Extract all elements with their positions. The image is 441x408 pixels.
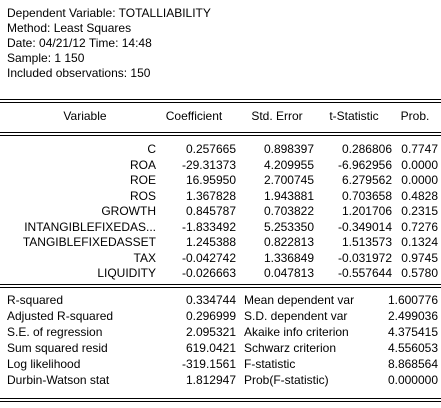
cell-std-error: 2.700745 <box>263 173 314 187</box>
cell-prob: 0.5780 <box>401 266 438 280</box>
coef-bottom-rule <box>0 284 441 288</box>
stat-label-right: S.D. dependent var <box>244 309 348 323</box>
cell-std-error: 0.898397 <box>263 142 314 156</box>
cell-prob: 0.7276 <box>401 219 438 234</box>
stat-value: 1.812947 <box>185 373 236 387</box>
stat-value: 0.296999 <box>185 309 236 323</box>
cell-prob: 0.4828 <box>401 188 438 203</box>
cell-coefficient: -0.042742 <box>181 250 236 265</box>
cell-variable: GROWTH <box>101 204 156 218</box>
stat-value: 619.0421 <box>185 341 236 355</box>
cell-t-statistic: 6.279562 <box>341 173 392 187</box>
stat-label: Sum squared resid <box>7 341 108 355</box>
cell-prob: 0.1324 <box>401 235 438 249</box>
cell-std-error: 0.703822 <box>263 204 314 218</box>
stat-value-right: 2.499036 <box>387 309 438 323</box>
cell-t-statistic: -0.031972 <box>337 250 392 265</box>
cell-variable: LIQUIDITY <box>97 266 156 280</box>
cell-prob: 0.7747 <box>401 142 438 156</box>
cell-t-statistic: -0.557644 <box>337 266 392 280</box>
stat-value: -319.1561 <box>181 357 236 371</box>
cell-coefficient: -29.31373 <box>181 157 236 172</box>
cell-prob: 0.0000 <box>401 173 438 187</box>
cell-std-error: 5.253350 <box>263 219 314 234</box>
stat-label-right: Prob(F-statistic) <box>244 373 329 387</box>
col-header-std-error: Std. Error <box>251 109 303 123</box>
cell-variable: TANGIBLEFIXEDASSET <box>22 235 156 249</box>
stat-label-right: Mean dependent var <box>244 293 355 307</box>
stat-value-right: 4.556053 <box>387 341 438 355</box>
cell-t-statistic: -6.962956 <box>337 157 392 172</box>
cell-variable: INTANGIBLEFIXEDAS... <box>24 219 156 234</box>
cell-std-error: 0.047813 <box>263 266 314 280</box>
equation-header: Dependent Variable: TOTALLIABILITY Metho… <box>7 6 211 81</box>
cell-prob: 0.0000 <box>401 157 438 172</box>
stat-value-right: 4.375415 <box>387 325 438 339</box>
cell-variable: C <box>147 142 156 156</box>
stat-value-right: 1.600776 <box>387 293 438 307</box>
stat-label-right: Akaike info criterion <box>244 325 349 339</box>
stat-label: Durbin-Watson stat <box>7 373 110 387</box>
date-time-line: Date: 04/21/12 Time: 14:48 <box>7 36 152 50</box>
cell-t-statistic: -0.349014 <box>337 219 392 234</box>
cell-coefficient: 1.245388 <box>185 235 236 249</box>
col-header-variable: Variable <box>63 109 107 123</box>
cell-coefficient: 1.367828 <box>185 188 236 203</box>
cell-prob: 0.9745 <box>401 250 438 265</box>
cell-variable: ROS <box>129 188 156 203</box>
stat-label: Adjusted R-squared <box>7 309 114 323</box>
cell-std-error: 0.822813 <box>263 235 314 249</box>
cell-variable: ROA <box>129 157 156 172</box>
col-header-coefficient: Coefficient <box>165 109 223 123</box>
cell-variable: ROE <box>129 173 156 187</box>
stats-bottom-rule <box>0 398 441 402</box>
cell-coefficient: 0.845787 <box>185 204 236 218</box>
sample-line: Sample: 1 150 <box>7 51 85 65</box>
stat-label: R-squared <box>7 293 64 307</box>
cell-coefficient: 16.95950 <box>185 173 236 187</box>
stat-label-right: F-statistic <box>244 357 296 371</box>
cell-prob: 0.2315 <box>401 204 438 218</box>
stat-value-right: 0.000000 <box>387 373 438 387</box>
stat-label: S.E. of regression <box>7 325 103 339</box>
stat-value-right: 8.868564 <box>387 357 438 371</box>
cell-coefficient: -0.026663 <box>181 266 236 280</box>
dependent-variable-line: Dependent Variable: TOTALLIABILITY <box>7 6 211 20</box>
cell-t-statistic: 0.286806 <box>341 142 392 156</box>
cell-t-statistic: 1.513573 <box>341 235 392 249</box>
stat-value: 0.334744 <box>185 293 236 307</box>
header-bottom-rule <box>0 132 441 136</box>
cell-t-statistic: 0.703658 <box>341 188 392 203</box>
cell-coefficient: 0.257665 <box>185 142 236 156</box>
stat-label: Log likelihood <box>7 357 81 371</box>
stat-value: 2.095321 <box>185 325 236 339</box>
method-line: Method: Least Squares <box>7 21 132 35</box>
header-top-rule <box>0 99 441 103</box>
cell-t-statistic: 1.201706 <box>341 204 392 218</box>
cell-std-error: 1.336849 <box>263 250 314 265</box>
col-header-prob: Prob. <box>400 109 430 123</box>
observations-line: Included observations: 150 <box>7 66 151 80</box>
cell-coefficient: -1.833492 <box>181 219 236 234</box>
cell-std-error: 1.943881 <box>263 188 314 203</box>
col-header-t-statistic: t-Statistic <box>329 109 379 123</box>
stat-label-right: Schwarz criterion <box>244 341 337 355</box>
cell-variable: TAX <box>133 250 156 265</box>
cell-std-error: 4.209955 <box>263 157 314 172</box>
